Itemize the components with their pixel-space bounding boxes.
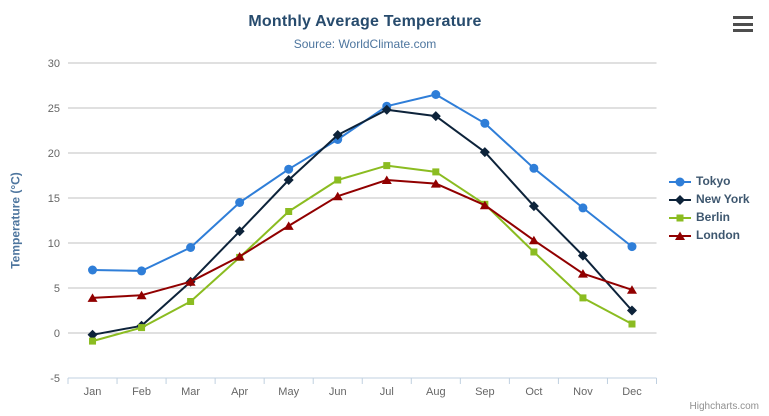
chart-subtitle: Source: WorldClimate.com: [293, 37, 437, 51]
diamond-marker[interactable]: [528, 201, 539, 212]
x-axis-tick-label: Feb: [132, 386, 151, 398]
x-axis-tick-label: Nov: [573, 386, 593, 398]
circle-marker[interactable]: [186, 243, 196, 252]
x-axis-tick-label: Dec: [622, 386, 642, 398]
triangle-marker[interactable]: [332, 191, 343, 201]
circle-marker[interactable]: [529, 163, 539, 173]
x-axis-tick-label: Jan: [84, 386, 102, 398]
triangle-marker[interactable]: [479, 200, 490, 210]
series-new-york: [87, 104, 637, 340]
diamond-marker[interactable]: [626, 305, 637, 316]
circle-marker[interactable]: [627, 242, 637, 252]
x-axis-tick-label: Mar: [181, 386, 200, 398]
highcharts-credits-link[interactable]: Highcharts.com: [689, 401, 759, 412]
circle-marker[interactable]: [235, 198, 245, 207]
triangle-marker[interactable]: [577, 269, 588, 278]
square-marker[interactable]: [383, 162, 391, 170]
square-marker[interactable]: [89, 337, 97, 345]
square-marker[interactable]: [285, 208, 293, 215]
y-axis-tick-label: 0: [54, 328, 60, 340]
diamond-marker[interactable]: [87, 329, 98, 340]
diamond-marker: [675, 194, 685, 205]
square-marker[interactable]: [628, 320, 636, 328]
diamond-marker[interactable]: [283, 175, 294, 185]
circle-marker[interactable]: [578, 203, 588, 213]
triangle-marker[interactable]: [185, 277, 196, 286]
triangle-marker[interactable]: [87, 293, 98, 302]
triangle-marker[interactable]: [430, 179, 441, 188]
triangle-marker: [675, 231, 685, 240]
series-line-berlin[interactable]: [92, 164, 633, 343]
x-axis-tick-label: Jul: [380, 386, 394, 398]
legend-label: Berlin: [696, 210, 731, 224]
y-axis-tick-label: -5: [50, 373, 60, 385]
triangle-marker[interactable]: [381, 175, 392, 185]
series-line-new-york[interactable]: [92, 108, 633, 336]
legend-item-berlin[interactable]: Berlin: [669, 211, 750, 224]
hamburger-bar: [733, 16, 753, 19]
diamond-marker[interactable]: [332, 130, 343, 140]
square-marker[interactable]: [432, 168, 440, 176]
diamond-marker[interactable]: [479, 147, 490, 158]
y-axis-tick-label: 5: [54, 283, 60, 295]
triangle-marker[interactable]: [528, 235, 539, 245]
series-london: [87, 175, 637, 302]
x-axis-tick-label: Sep: [475, 386, 495, 398]
legend-label: London: [696, 228, 740, 242]
circle-marker[interactable]: [284, 164, 294, 174]
triangle-marker[interactable]: [283, 221, 294, 230]
series-tokyo: [88, 90, 637, 276]
triangle-legend-icon: [669, 231, 691, 240]
x-axis-tick-label: Apr: [231, 386, 248, 398]
chart-title: Monthly Average Temperature: [248, 13, 482, 30]
hamburger-bar: [733, 22, 753, 26]
legend: Tokyo New York Berlin London: [669, 175, 750, 242]
y-axis-title: Temperature (°C): [8, 172, 23, 269]
square-legend-icon: [669, 214, 691, 221]
circle-marker[interactable]: [137, 266, 147, 276]
triangle-marker[interactable]: [626, 285, 637, 294]
y-axis-tick-label: 30: [48, 58, 60, 70]
square-marker: [676, 214, 684, 221]
triangle-marker[interactable]: [234, 252, 245, 261]
diamond-marker[interactable]: [381, 104, 392, 115]
square-marker[interactable]: [334, 176, 342, 184]
diamond-marker[interactable]: [577, 250, 588, 261]
y-axis-tick-label: 15: [48, 193, 60, 205]
y-axis-tick-label: 20: [48, 148, 60, 160]
legend-label: New York: [696, 192, 750, 206]
legend-item-new-york[interactable]: New York: [669, 193, 750, 206]
x-axis-tick-label: Aug: [426, 386, 446, 398]
circle-legend-icon: [669, 177, 691, 186]
x-axis-tick-label: Jun: [329, 386, 347, 398]
diamond-marker[interactable]: [234, 226, 245, 237]
x-axis-tick-label: May: [278, 386, 299, 398]
series-line-tokyo[interactable]: [92, 93, 633, 272]
hamburger-menu-icon[interactable]: [731, 15, 755, 33]
circle-marker[interactable]: [431, 90, 441, 99]
square-marker[interactable]: [187, 298, 195, 305]
hamburger-bar: [733, 29, 753, 32]
y-axis-tick-label: 10: [48, 238, 60, 250]
diamond-legend-icon: [669, 194, 691, 205]
legend-item-london[interactable]: London: [669, 229, 750, 242]
diamond-marker[interactable]: [430, 111, 441, 122]
circle-marker[interactable]: [88, 265, 98, 275]
x-axis-tick-label: Oct: [525, 386, 542, 398]
y-axis-tick-label: 25: [48, 103, 60, 115]
series-line-london[interactable]: [92, 179, 633, 299]
legend-item-tokyo[interactable]: Tokyo: [669, 175, 750, 188]
legend-label: Tokyo: [696, 174, 731, 188]
square-marker[interactable]: [138, 324, 146, 332]
circle-marker: [675, 177, 685, 186]
square-marker[interactable]: [530, 248, 538, 256]
triangle-marker[interactable]: [136, 290, 147, 300]
circle-marker[interactable]: [480, 118, 490, 128]
square-marker[interactable]: [579, 294, 587, 302]
